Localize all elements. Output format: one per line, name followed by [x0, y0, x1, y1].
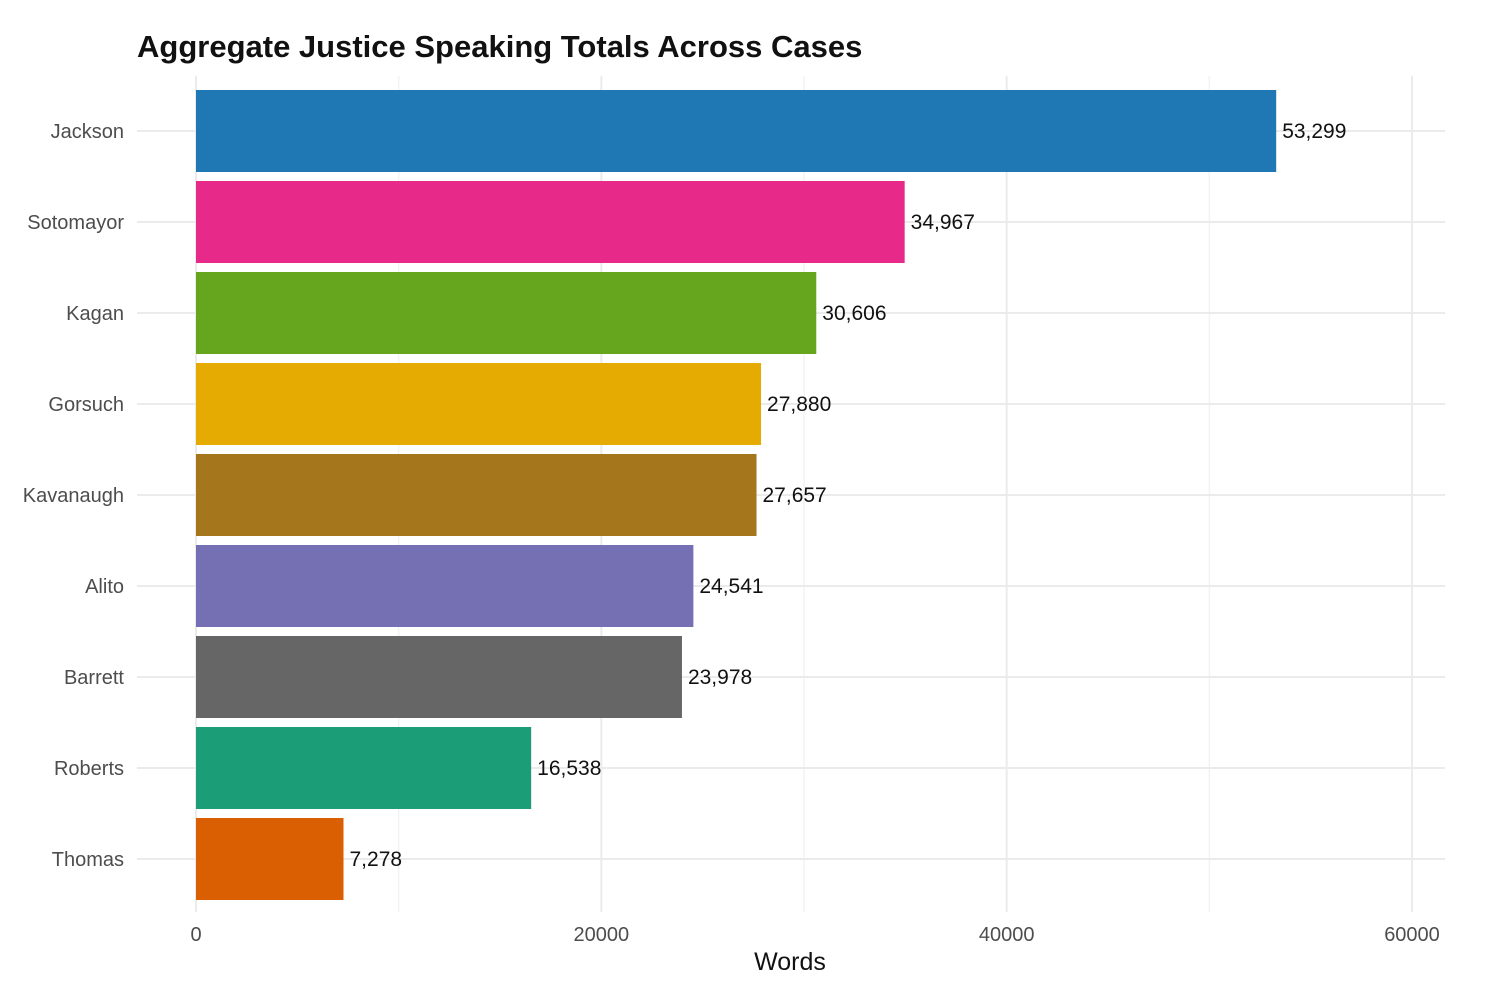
bar-kavanaugh	[196, 454, 757, 536]
y-tick-label-kavanaugh: Kavanaugh	[23, 485, 124, 507]
value-label-roberts: 16,538	[537, 757, 601, 780]
value-label-alito: 24,541	[699, 575, 763, 598]
x-axis: 0 20000 40000 60000	[190, 924, 1439, 946]
y-tick-label-thomas: Thomas	[52, 849, 124, 871]
y-axis: Jackson Sotomayor Kagan Gorsuch Kavanaugh Ali…	[23, 121, 125, 871]
bar-kagan	[196, 272, 817, 354]
y-tick-label-alito: Alito	[85, 576, 124, 598]
y-tick-label-gorsuch: Gorsuch	[48, 394, 124, 416]
bar-sotomayor	[196, 181, 905, 263]
x-tick-label: 0	[190, 924, 201, 946]
bars	[196, 90, 1277, 900]
x-tick-label: 20000	[574, 924, 630, 946]
value-label-kavanaugh: 27,657	[763, 484, 827, 507]
y-tick-label-kagan: Kagan	[66, 303, 124, 325]
value-label-barrett: 23,978	[688, 666, 752, 689]
bar-roberts	[196, 727, 532, 809]
bar-thomas	[196, 818, 344, 900]
y-tick-label-jackson: Jackson	[51, 121, 124, 143]
value-label-gorsuch: 27,880	[767, 393, 831, 416]
bar-gorsuch	[196, 363, 762, 445]
value-label-jackson: 53,299	[1282, 120, 1346, 143]
x-tick-label: 40000	[979, 924, 1035, 946]
x-axis-title: Words	[754, 948, 826, 976]
y-tick-label-sotomayor: Sotomayor	[27, 212, 124, 234]
y-tick-label-barrett: Barrett	[64, 667, 124, 689]
bar-barrett	[196, 636, 682, 718]
bar-alito	[196, 545, 694, 627]
value-labels: 53,299 34,967 30,606 27,880 27,657 24,541 23,9…	[350, 120, 1347, 871]
y-tick-label-roberts: Roberts	[54, 758, 124, 780]
value-label-kagan: 30,606	[822, 302, 886, 325]
value-label-thomas: 7,278	[350, 848, 403, 871]
value-label-sotomayor: 34,967	[911, 211, 975, 234]
bar-jackson	[196, 90, 1277, 172]
x-tick-label: 60000	[1384, 924, 1440, 946]
chart-title: Aggregate Justice Speaking Totals Across…	[137, 29, 862, 64]
